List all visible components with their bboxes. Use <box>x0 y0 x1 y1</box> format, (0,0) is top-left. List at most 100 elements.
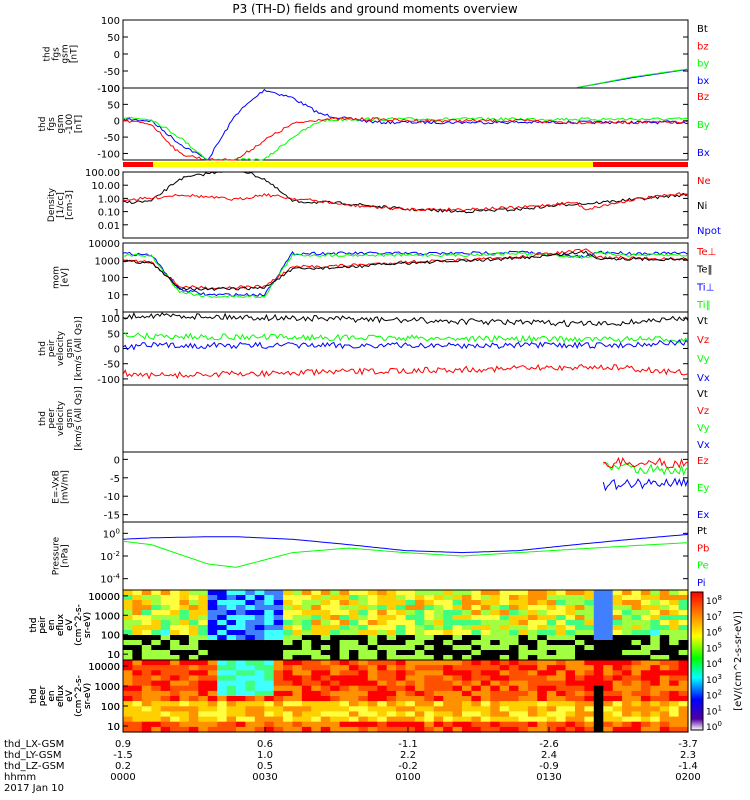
p10-cell <box>443 665 454 671</box>
p9-cell <box>301 635 312 641</box>
p10-cell <box>462 721 472 728</box>
p9-cell <box>188 630 199 636</box>
p10-cell <box>584 706 595 712</box>
p10-cell <box>141 690 152 697</box>
p10-cell <box>499 711 510 718</box>
p9-cell <box>160 625 171 631</box>
p9-cell <box>264 615 275 621</box>
p9-cell <box>367 590 378 596</box>
p10-cell <box>650 670 661 676</box>
p10-cell <box>358 721 369 728</box>
p10-cell <box>123 690 133 697</box>
p9-cell <box>188 610 199 616</box>
p10-cell <box>132 726 143 733</box>
p10-cell <box>217 670 228 676</box>
p9-cell <box>480 655 491 661</box>
p2-ylabel-line: -100 <box>65 114 75 135</box>
p9-cell <box>490 605 501 611</box>
p10-cell <box>160 660 171 666</box>
p9-cell <box>443 605 454 611</box>
p10-cell <box>509 690 520 697</box>
p10-cell <box>141 711 152 718</box>
p10-cell <box>669 701 680 707</box>
p9-cell <box>556 630 567 636</box>
p9-cell <box>424 650 435 656</box>
p9-cell <box>254 635 265 641</box>
p10-cell <box>273 716 284 723</box>
p9-cell <box>584 630 595 636</box>
p10-cell <box>490 675 501 682</box>
p9-cell <box>490 620 501 626</box>
p10-cell <box>452 706 463 712</box>
p10-cell <box>292 680 303 687</box>
p9-cell <box>273 605 284 611</box>
p9-cell <box>480 605 491 611</box>
p10-cell <box>301 706 312 712</box>
p9-cell <box>556 615 567 621</box>
p10-cell <box>575 670 585 676</box>
p9-cell <box>462 610 472 616</box>
p9-cell <box>132 635 143 641</box>
p4-ylabel-line: [eV] <box>61 268 71 287</box>
p10-cell <box>283 726 294 733</box>
p9-cell <box>499 595 510 601</box>
p9-cell <box>151 600 162 606</box>
p9-cell <box>198 625 209 631</box>
p10-cell <box>414 711 425 718</box>
p9-cell <box>556 610 567 616</box>
p10-cell <box>509 716 520 723</box>
p7-series-Ex <box>602 477 689 492</box>
p9-ylabel-line: eflux <box>56 613 66 636</box>
p9-cell <box>273 640 284 646</box>
p10-cell <box>349 721 359 728</box>
p10-ylabel-line: sr-eV) <box>83 683 93 709</box>
p10-cell <box>414 675 425 682</box>
p10-cell <box>546 690 557 697</box>
p10-cell <box>386 716 397 723</box>
p10-cell <box>141 706 152 712</box>
p10-cell <box>179 706 190 712</box>
p9-cell <box>339 600 350 606</box>
p10-cell <box>462 685 472 692</box>
p10-cell <box>433 675 444 682</box>
p9-cell <box>593 620 604 626</box>
p10-cell <box>273 680 284 687</box>
p6-ylabel-line: gsm <box>65 409 75 428</box>
p9-cell <box>471 605 482 611</box>
p10-ytick-label: 10000 <box>88 662 120 673</box>
p9-ylabel-line: en <box>47 619 57 630</box>
p10-cell <box>433 670 444 676</box>
p9-cell <box>640 645 651 651</box>
p10-cell <box>132 665 143 671</box>
p10-ylabel: thd peer en eflux eV (cm^2-s-sr-eV) <box>29 675 93 717</box>
p9-cell <box>311 595 322 601</box>
p9-cell <box>311 630 322 636</box>
p9-cell <box>546 640 557 646</box>
p10-cell <box>631 660 642 666</box>
p9-cell <box>480 645 491 651</box>
p9-cell <box>490 640 501 646</box>
p9-cell <box>405 615 416 621</box>
p9-cell <box>575 640 585 646</box>
p9-cell <box>198 635 209 641</box>
p10-cell <box>254 670 265 676</box>
p9-cell <box>179 625 190 631</box>
p3-ylabel-line: [cm-3] <box>65 190 75 220</box>
p9-cell <box>358 605 369 611</box>
p9-cell <box>283 595 294 601</box>
p1-legend-bx: bx <box>697 76 709 87</box>
p9-cell <box>292 640 303 646</box>
p9-cell <box>349 615 359 621</box>
p10-cell <box>622 716 633 723</box>
p9-cell <box>349 635 359 641</box>
p10-cell <box>273 726 284 733</box>
p10-cell <box>292 696 303 702</box>
p10-cell <box>179 726 190 733</box>
p9-cell <box>386 610 397 616</box>
p10-cell <box>490 711 501 718</box>
p9-cell <box>518 615 529 621</box>
p9-cell <box>546 615 557 621</box>
p10-cell <box>575 721 585 728</box>
p9-cell <box>311 610 322 616</box>
